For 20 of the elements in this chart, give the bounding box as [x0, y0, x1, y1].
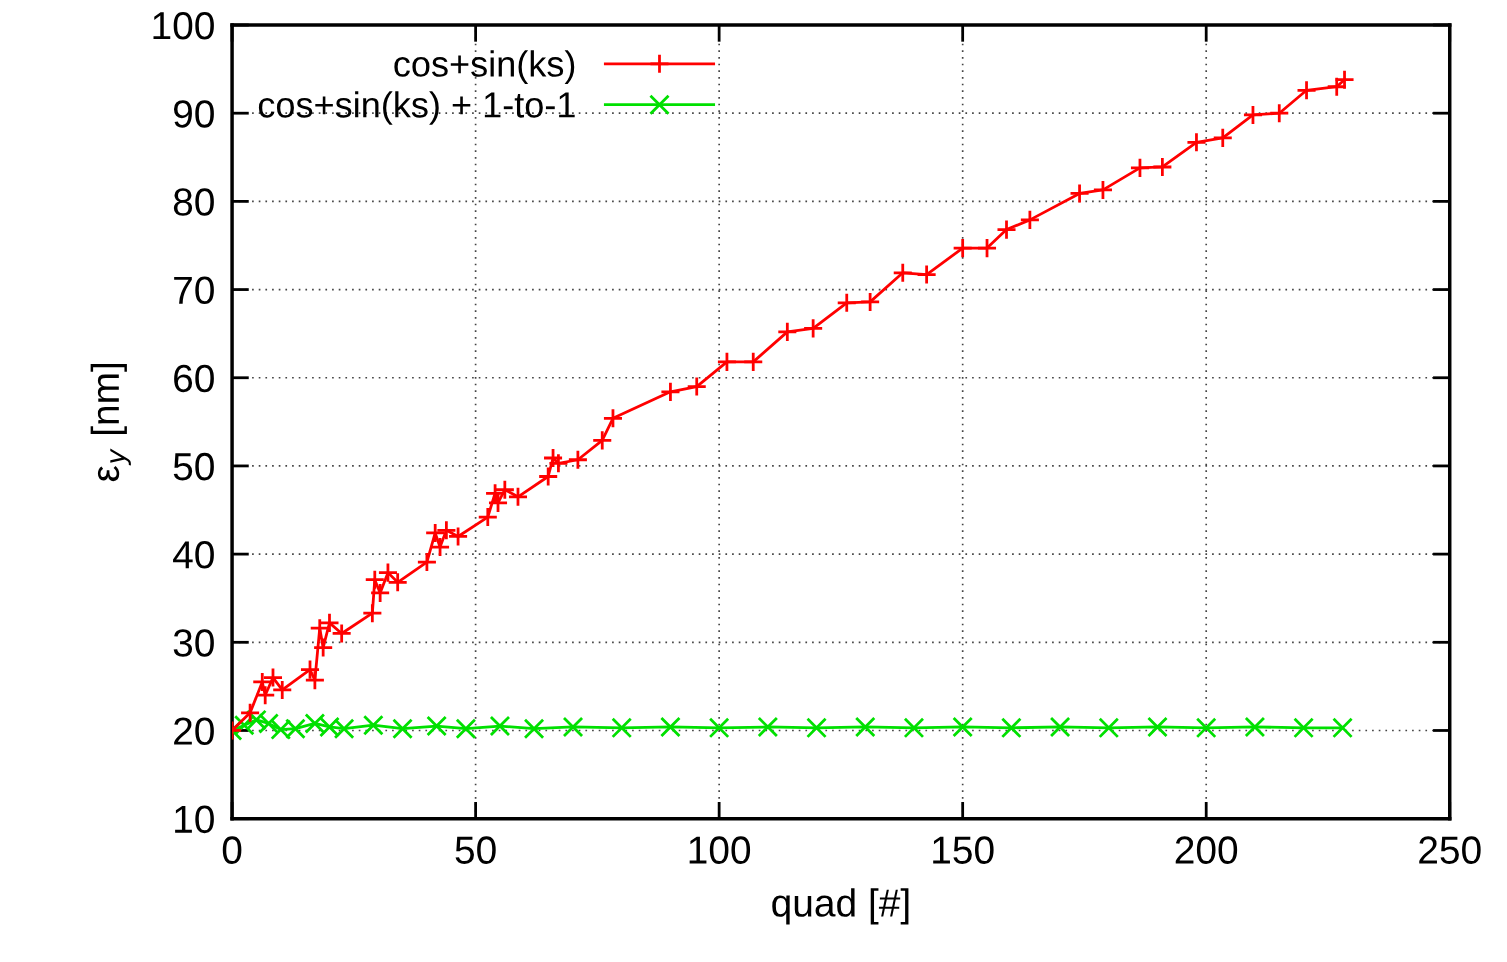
x-tick-label: 100 [689, 836, 751, 864]
y-tick-label: 80 [173, 188, 214, 216]
y-axis-title: ε$_{y}$ [nm] [90, 363, 131, 482]
x-tick-label: 0 [222, 836, 242, 864]
y-tick-label: 10 [175, 805, 214, 834]
y-tick-label: 50 [173, 452, 214, 481]
x-tick-label: 150 [933, 836, 994, 864]
x-tick-label: 200 [1175, 836, 1238, 864]
y-tick-label: 90 [173, 100, 214, 128]
x-tick-label: 250 [1419, 836, 1481, 864]
y-tick-label: 30 [173, 629, 214, 657]
y-tick-label: 20 [174, 717, 214, 745]
x-axis-title: quad [#] [772, 888, 909, 925]
legend-label: cos+sin(ks) [394, 50, 575, 84]
legend-label: cos+sin(ks) + 1-to-1 [258, 91, 575, 125]
y-tick-label: 100 [153, 11, 214, 40]
y-tick-label: 60 [174, 364, 214, 393]
y-tick-label: 40 [173, 541, 214, 569]
x-tick-label: 50 [455, 836, 496, 864]
y-tick-label: 70 [174, 276, 214, 305]
